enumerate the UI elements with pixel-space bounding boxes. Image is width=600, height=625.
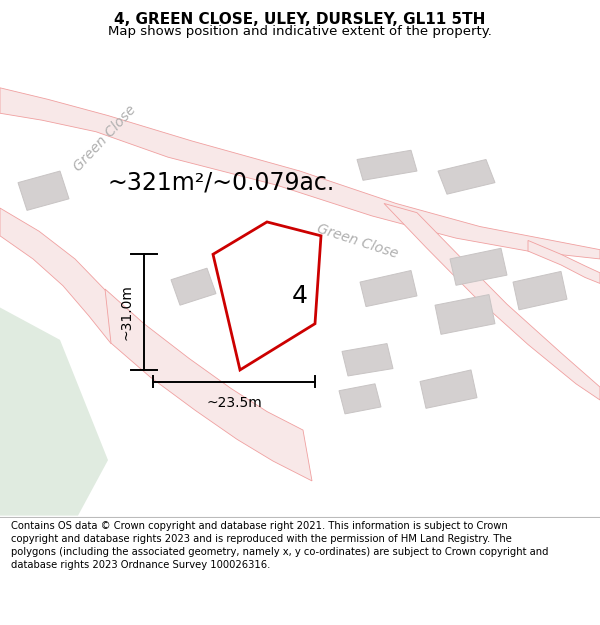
- Text: Green Close: Green Close: [71, 103, 139, 174]
- Text: ~31.0m: ~31.0m: [119, 284, 133, 340]
- Text: 4: 4: [292, 284, 308, 308]
- Text: Map shows position and indicative extent of the property.: Map shows position and indicative extent…: [108, 25, 492, 38]
- Polygon shape: [435, 294, 495, 334]
- Polygon shape: [342, 344, 393, 376]
- Text: ~23.5m: ~23.5m: [206, 396, 262, 410]
- Text: ~321m²/~0.079ac.: ~321m²/~0.079ac.: [108, 171, 335, 194]
- Polygon shape: [357, 150, 417, 180]
- Polygon shape: [360, 271, 417, 307]
- Polygon shape: [0, 88, 600, 259]
- Polygon shape: [0, 208, 129, 344]
- Polygon shape: [0, 308, 108, 516]
- Polygon shape: [450, 248, 507, 285]
- Text: Contains OS data © Crown copyright and database right 2021. This information is : Contains OS data © Crown copyright and d…: [11, 521, 548, 571]
- Polygon shape: [528, 241, 600, 284]
- Text: 4, GREEN CLOSE, ULEY, DURSLEY, GL11 5TH: 4, GREEN CLOSE, ULEY, DURSLEY, GL11 5TH: [115, 12, 485, 27]
- Polygon shape: [513, 271, 567, 310]
- Polygon shape: [171, 268, 216, 305]
- Polygon shape: [420, 370, 477, 408]
- Polygon shape: [105, 289, 312, 481]
- Polygon shape: [18, 171, 69, 211]
- Text: Green Close: Green Close: [314, 222, 400, 261]
- Polygon shape: [438, 159, 495, 194]
- Polygon shape: [339, 384, 381, 414]
- Polygon shape: [384, 204, 600, 400]
- Polygon shape: [213, 222, 321, 370]
